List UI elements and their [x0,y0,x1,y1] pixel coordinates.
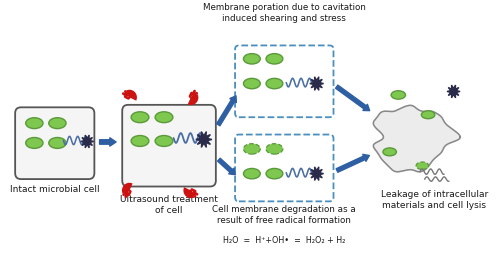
Polygon shape [196,132,212,147]
Ellipse shape [131,135,149,147]
Text: Membrane poration due to cavitation
induced shearing and stress: Membrane poration due to cavitation indu… [202,3,366,23]
Text: Intact microbial cell: Intact microbial cell [10,184,100,194]
Text: Cell membrane degradation as a
result of free radical formation: Cell membrane degradation as a result of… [212,205,356,225]
Text: H₂O  =  H⁺+OH•  =  H₂O₂ + H₂: H₂O = H⁺+OH• = H₂O₂ + H₂ [223,236,345,245]
Ellipse shape [49,118,66,129]
FancyBboxPatch shape [122,105,216,186]
Ellipse shape [416,162,428,170]
Ellipse shape [244,54,260,64]
Polygon shape [374,105,460,172]
Ellipse shape [266,144,283,154]
Ellipse shape [244,144,260,154]
Ellipse shape [266,168,283,179]
FancyBboxPatch shape [15,107,94,179]
Ellipse shape [244,78,260,89]
Ellipse shape [155,112,173,123]
Text: Ultrasound treatment
of cell: Ultrasound treatment of cell [120,195,218,215]
Ellipse shape [26,137,43,148]
Ellipse shape [155,135,173,147]
Ellipse shape [391,91,406,99]
Polygon shape [310,167,324,180]
Ellipse shape [422,111,435,119]
Ellipse shape [49,137,66,148]
Ellipse shape [383,148,396,156]
Ellipse shape [26,118,43,129]
Ellipse shape [266,78,283,89]
Ellipse shape [266,54,283,64]
Polygon shape [447,85,460,98]
Ellipse shape [244,168,260,179]
Polygon shape [310,77,324,90]
Ellipse shape [131,112,149,123]
Polygon shape [80,135,94,148]
Text: Leakage of intracellular
materials and cell lysis: Leakage of intracellular materials and c… [380,191,488,210]
